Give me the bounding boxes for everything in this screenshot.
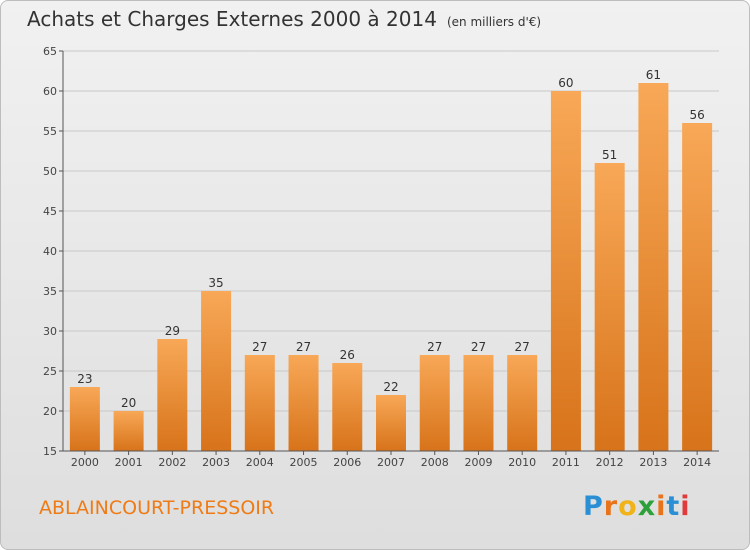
logo-letter: i [680,491,691,522]
bar [463,355,494,451]
y-tick-label: 40 [43,245,57,258]
value-label: 35 [208,276,223,290]
logo-letter: t [666,491,681,522]
value-label: 26 [340,348,355,362]
bar [594,163,625,451]
bar [419,355,450,451]
value-label: 27 [296,340,311,354]
x-tick-label: 2014 [683,456,711,469]
y-tick-label: 60 [43,85,57,98]
x-tick-label: 2006 [333,456,361,469]
x-tick-label: 2004 [246,456,274,469]
x-tick-label: 2010 [508,456,536,469]
y-tick-label: 45 [43,205,57,218]
logo-letter: i [656,491,667,522]
proxiti-logo: Proxiti [583,491,691,522]
bar [244,355,275,451]
value-label: 29 [165,324,180,338]
logo-letter: P [583,491,604,522]
y-tick-label: 15 [43,445,57,458]
x-tick-label: 2007 [377,456,405,469]
value-label: 20 [121,396,136,410]
x-tick-label: 2005 [290,456,318,469]
bar [507,355,538,451]
y-tick-label: 55 [43,125,57,138]
value-label: 27 [471,340,486,354]
y-tick-label: 65 [43,45,57,58]
value-label: 27 [427,340,442,354]
value-label: 61 [646,68,661,82]
x-tick-label: 2009 [464,456,492,469]
x-tick-label: 2012 [596,456,624,469]
value-label: 51 [602,148,617,162]
bar [69,387,100,451]
place-name: ABLAINCOURT-PRESSOIR [39,497,275,519]
y-tick-label: 35 [43,285,57,298]
x-tick-label: 2001 [115,456,143,469]
bar [332,363,363,451]
bar [288,355,319,451]
x-tick-label: 2003 [202,456,230,469]
value-label: 23 [77,372,92,386]
bar [157,339,188,451]
bar [638,83,669,451]
value-label: 27 [252,340,267,354]
chart-title: Achats et Charges Externes 2000 à 2014 (e… [27,7,541,31]
value-label: 56 [689,108,704,122]
value-label: 60 [558,76,573,90]
x-tick-label: 2008 [421,456,449,469]
y-tick-label: 25 [43,365,57,378]
y-tick-label: 20 [43,405,57,418]
bar [113,411,144,451]
bar [201,291,232,451]
logo-letter: o [618,491,638,522]
x-tick-label: 2000 [71,456,99,469]
value-label: 22 [383,380,398,394]
x-tick-label: 2011 [552,456,580,469]
y-tick-label: 50 [43,165,57,178]
logo-letter: r [603,491,619,522]
chart-title-text: Achats et Charges Externes 2000 à 2014 [27,7,437,31]
y-tick-label: 30 [43,325,57,338]
x-tick-label: 2013 [639,456,667,469]
bar [682,123,713,451]
bar [550,91,581,451]
value-label: 27 [515,340,530,354]
logo-letter: x [637,491,657,522]
chart-unit: (en milliers d'€) [446,15,542,29]
x-tick-label: 2002 [158,456,186,469]
bar [376,395,406,451]
